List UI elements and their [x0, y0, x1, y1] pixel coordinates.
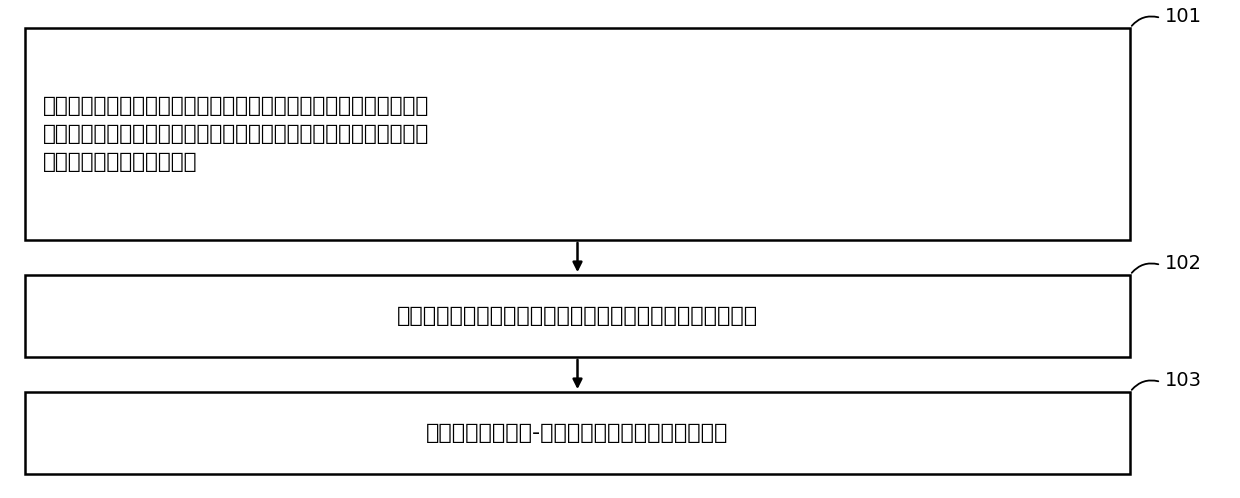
Text: 将所述光信号经玻璃传输到光电倍加管，记录转换成的电信号: 将所述光信号经玻璃传输到光电倍加管，记录转换成的电信号 [397, 306, 758, 326]
FancyBboxPatch shape [25, 275, 1130, 357]
Text: 103: 103 [1166, 371, 1202, 389]
Text: 的能量损失在玻璃材料中，将使玻璃材料的原子核处于激发态，退激: 的能量损失在玻璃材料中，将使玻璃材料的原子核处于激发态，退激 [43, 124, 429, 144]
Text: 时将发射出一定数量的光子: 时将发射出一定数量的光子 [43, 152, 197, 172]
Text: 将掺入了预设比例的汞的玻璃闪烁体与入射中子发生反应，反应放出: 将掺入了预设比例的汞的玻璃闪烁体与入射中子发生反应，反应放出 [43, 96, 429, 116]
Text: 101: 101 [1166, 6, 1202, 25]
FancyBboxPatch shape [25, 392, 1130, 474]
FancyBboxPatch shape [25, 28, 1130, 240]
Text: 102: 102 [1166, 253, 1202, 272]
Text: 将电信号乘以注量-剂量转换系数得到中子剂量当量: 将电信号乘以注量-剂量转换系数得到中子剂量当量 [427, 423, 729, 443]
